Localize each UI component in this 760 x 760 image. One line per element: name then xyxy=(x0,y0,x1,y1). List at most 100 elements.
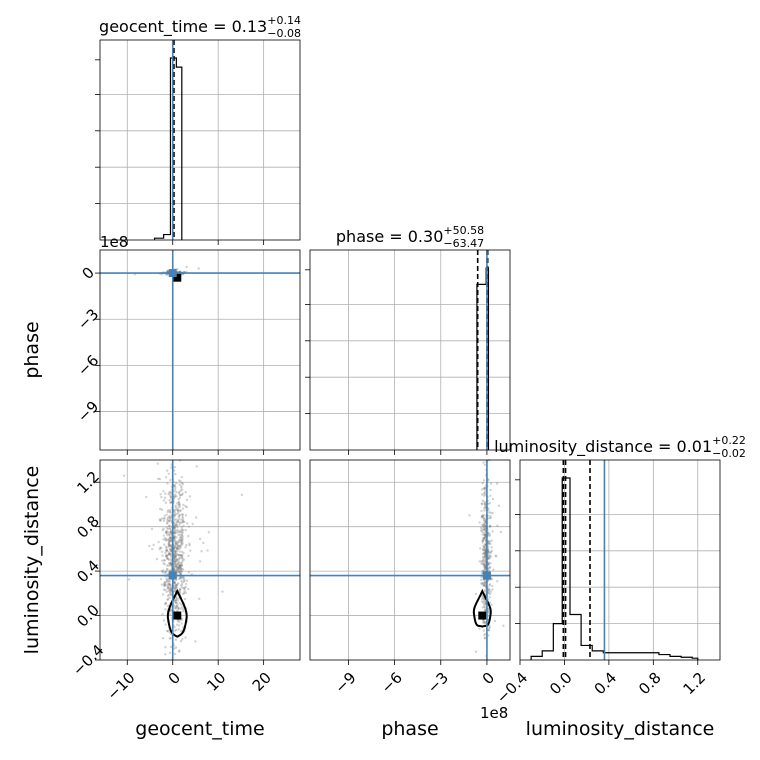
sample-point xyxy=(162,559,166,562)
sample-point xyxy=(175,531,179,534)
sample-point xyxy=(177,564,181,568)
sample-point xyxy=(178,503,181,507)
sample-point xyxy=(181,581,184,584)
sample-point xyxy=(481,533,484,536)
y-tick-label: 0.8 xyxy=(73,512,103,542)
sample-point xyxy=(169,495,172,499)
sample-point xyxy=(484,632,487,636)
x-ticks xyxy=(126,240,265,245)
sample-point xyxy=(487,541,490,545)
sample-point xyxy=(166,518,169,521)
sample-point xyxy=(122,474,126,477)
sample-point xyxy=(164,554,168,558)
sample-point xyxy=(482,522,485,525)
sample-point xyxy=(180,570,184,573)
sample-point xyxy=(488,534,491,537)
sample-point xyxy=(161,636,165,640)
sample-point xyxy=(166,598,169,601)
sample-point xyxy=(159,577,163,581)
sample-point xyxy=(482,536,485,540)
sample-point xyxy=(484,551,487,555)
sample-point xyxy=(478,560,481,563)
sample-point xyxy=(180,567,183,571)
sample-point xyxy=(177,492,181,495)
sample-point xyxy=(173,513,176,517)
sample-point xyxy=(174,606,177,610)
sample-point xyxy=(491,497,495,501)
sample-point xyxy=(182,586,185,590)
sample-point xyxy=(168,579,171,583)
sample-point xyxy=(502,624,505,628)
sample-point xyxy=(189,549,192,552)
sample-point xyxy=(481,606,485,609)
sample-point xyxy=(490,603,493,606)
sample-point xyxy=(173,535,176,538)
sample-point xyxy=(177,554,181,557)
sample-point xyxy=(482,551,486,555)
sample-point xyxy=(180,493,184,497)
sample-point xyxy=(481,562,484,565)
sample-point xyxy=(168,613,172,616)
sample-point xyxy=(489,542,492,546)
sample-point xyxy=(480,597,484,601)
sample-point xyxy=(185,579,189,583)
x-ticks xyxy=(348,450,488,455)
histogram-bar xyxy=(637,653,648,660)
sample-point xyxy=(170,548,173,551)
sample-point xyxy=(488,501,492,505)
sample-point xyxy=(178,490,181,494)
sample-point xyxy=(169,540,172,543)
sample-point xyxy=(182,558,186,561)
sample-point xyxy=(482,583,485,586)
sample-point xyxy=(181,542,184,545)
sample-point xyxy=(483,546,486,549)
sample-point xyxy=(488,533,491,536)
sample-point xyxy=(169,508,172,512)
sample-point xyxy=(179,554,182,557)
sample-point xyxy=(179,576,183,580)
sample-point xyxy=(480,582,483,585)
sample-point xyxy=(173,484,176,487)
sample-point xyxy=(482,583,486,586)
sample-point xyxy=(181,560,184,563)
sample-point xyxy=(166,568,169,571)
sample-point xyxy=(482,597,486,601)
sample-point xyxy=(169,564,172,567)
sample-point xyxy=(174,541,178,545)
sample-point xyxy=(478,627,481,630)
sample-point xyxy=(479,529,483,532)
sample-point xyxy=(158,548,161,551)
sample-point xyxy=(489,562,492,565)
samples xyxy=(122,459,244,656)
sample-point xyxy=(175,547,179,550)
sample-point xyxy=(221,590,224,593)
sample-point xyxy=(487,634,490,637)
sample-point xyxy=(484,602,487,605)
sample-point xyxy=(178,557,181,560)
sample-point xyxy=(487,563,490,566)
sample-point xyxy=(484,505,487,509)
sample-point xyxy=(162,534,166,537)
sample-point xyxy=(483,527,486,530)
histogram-bar xyxy=(176,67,181,240)
sample-point xyxy=(483,590,487,593)
sample-point xyxy=(175,550,179,553)
sample-point xyxy=(178,601,181,605)
sample-point xyxy=(180,488,184,491)
sample-point xyxy=(479,526,483,530)
histogram xyxy=(153,57,183,240)
sample-point xyxy=(483,555,486,558)
x-axis-label-geocent-time: geocent_time xyxy=(135,718,264,740)
sample-point xyxy=(163,582,166,585)
sample-point xyxy=(181,529,184,533)
sample-point xyxy=(174,523,177,526)
x-tick-label: 20 xyxy=(249,669,275,695)
sample-point xyxy=(173,564,176,567)
sample-point xyxy=(173,589,177,593)
sample-point xyxy=(483,492,486,495)
sample-point xyxy=(176,623,179,626)
sample-point xyxy=(180,532,183,535)
sample-point xyxy=(484,528,487,531)
sample-point xyxy=(167,543,170,547)
sample-point xyxy=(178,569,181,572)
